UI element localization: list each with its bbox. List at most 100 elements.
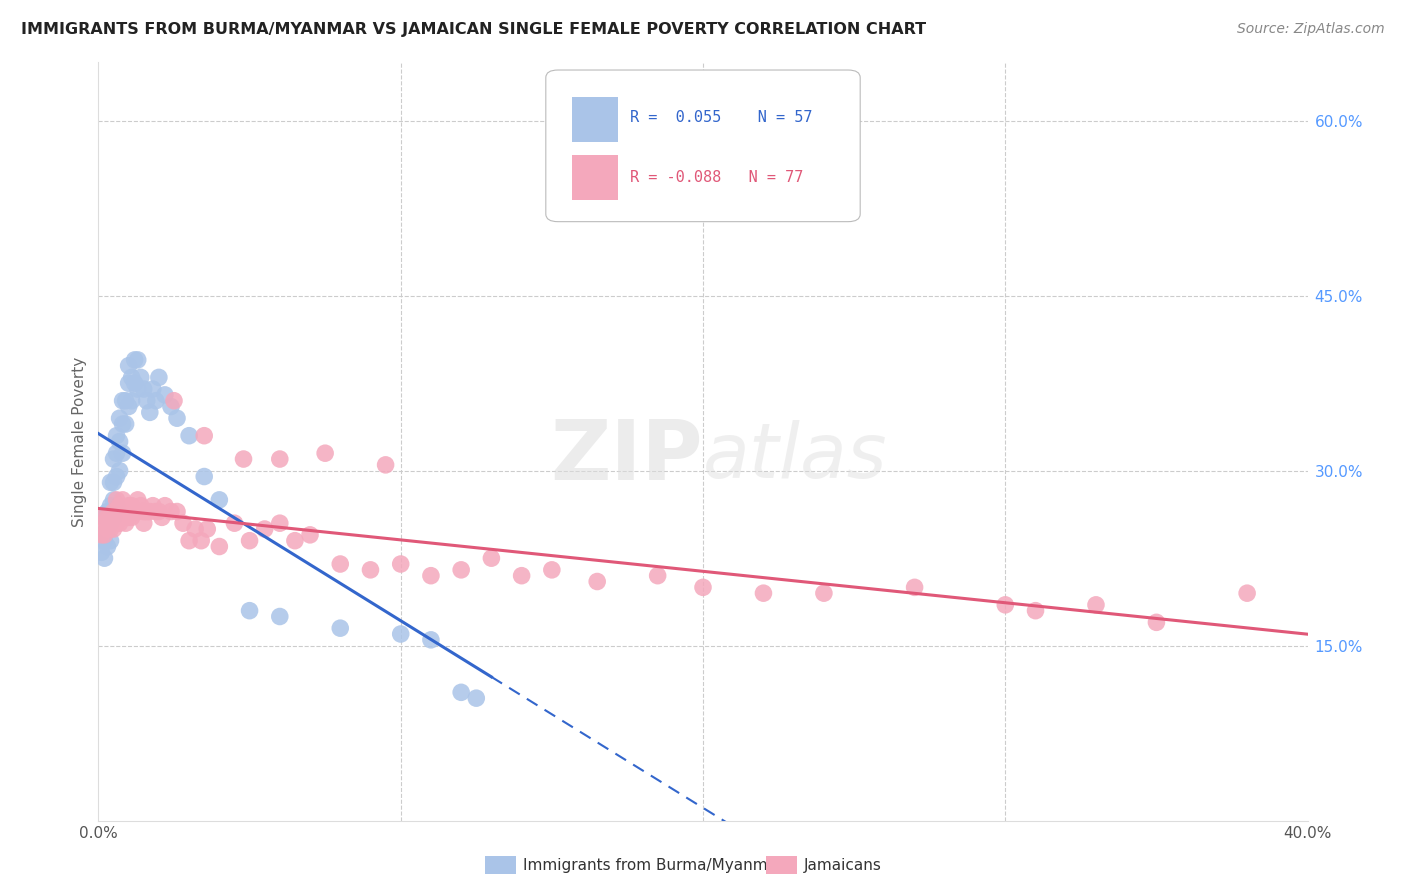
Point bbox=[904, 580, 927, 594]
Point bbox=[121, 393, 143, 408]
Point bbox=[96, 510, 118, 524]
Point bbox=[148, 370, 170, 384]
Point bbox=[108, 434, 131, 449]
Point bbox=[100, 475, 122, 490]
Text: R = -0.088   N = 77: R = -0.088 N = 77 bbox=[630, 170, 804, 186]
Point bbox=[208, 492, 231, 507]
Point bbox=[239, 604, 262, 618]
Point bbox=[163, 393, 186, 408]
Point bbox=[135, 393, 157, 408]
Point bbox=[90, 510, 112, 524]
Point bbox=[540, 563, 562, 577]
Point bbox=[135, 504, 157, 518]
Point bbox=[96, 540, 118, 554]
Point bbox=[105, 499, 128, 513]
Point bbox=[647, 568, 669, 582]
Point bbox=[284, 533, 307, 548]
Point bbox=[90, 545, 112, 559]
Point bbox=[105, 469, 128, 483]
Point bbox=[103, 522, 125, 536]
Point bbox=[118, 499, 141, 513]
Point bbox=[1024, 604, 1046, 618]
Point bbox=[111, 417, 134, 431]
Point bbox=[105, 492, 128, 507]
Point bbox=[124, 376, 146, 391]
Point bbox=[166, 411, 188, 425]
Point bbox=[160, 504, 183, 518]
Text: Immigrants from Burma/Myanmar: Immigrants from Burma/Myanmar bbox=[523, 858, 783, 872]
Point bbox=[269, 452, 291, 467]
Point bbox=[150, 510, 173, 524]
Point bbox=[111, 446, 134, 460]
Point bbox=[142, 499, 165, 513]
Point bbox=[103, 510, 125, 524]
Point bbox=[105, 428, 128, 442]
Point bbox=[114, 417, 136, 431]
Point bbox=[108, 516, 131, 531]
Point bbox=[103, 504, 125, 518]
Point bbox=[90, 528, 112, 542]
Point bbox=[153, 388, 176, 402]
Point bbox=[465, 691, 488, 706]
Point bbox=[127, 382, 149, 396]
Point bbox=[132, 504, 155, 518]
Point bbox=[129, 370, 152, 384]
Point bbox=[121, 510, 143, 524]
Point bbox=[1144, 615, 1167, 630]
Point bbox=[105, 446, 128, 460]
Point bbox=[329, 621, 352, 635]
Point bbox=[179, 428, 201, 442]
Point bbox=[114, 516, 136, 531]
Point bbox=[108, 510, 131, 524]
Point bbox=[190, 533, 212, 548]
Point bbox=[389, 557, 412, 571]
Point bbox=[145, 504, 167, 518]
Point bbox=[195, 522, 218, 536]
Point bbox=[100, 516, 122, 531]
Point bbox=[129, 499, 152, 513]
Point bbox=[93, 551, 115, 566]
Point bbox=[114, 504, 136, 518]
Point bbox=[172, 516, 194, 531]
Point bbox=[124, 504, 146, 518]
Point bbox=[813, 586, 835, 600]
Point bbox=[93, 516, 115, 531]
Point bbox=[510, 568, 533, 582]
Point bbox=[142, 382, 165, 396]
Point bbox=[145, 393, 167, 408]
Point bbox=[994, 598, 1017, 612]
Text: Source: ZipAtlas.com: Source: ZipAtlas.com bbox=[1237, 22, 1385, 37]
Point bbox=[153, 499, 176, 513]
Point bbox=[224, 516, 246, 531]
Point bbox=[103, 492, 125, 507]
Point bbox=[96, 522, 118, 536]
Text: R =  0.055    N = 57: R = 0.055 N = 57 bbox=[630, 110, 813, 125]
Point bbox=[148, 504, 170, 518]
Point bbox=[166, 504, 188, 518]
Point bbox=[127, 504, 149, 518]
Point bbox=[450, 563, 472, 577]
Point bbox=[111, 393, 134, 408]
Point bbox=[118, 510, 141, 524]
Point bbox=[93, 528, 115, 542]
Point bbox=[329, 557, 352, 571]
Point bbox=[127, 492, 149, 507]
Point bbox=[208, 540, 231, 554]
Point bbox=[103, 475, 125, 490]
FancyBboxPatch shape bbox=[546, 70, 860, 221]
Point bbox=[360, 563, 382, 577]
Point bbox=[253, 522, 276, 536]
Point bbox=[124, 352, 146, 367]
Bar bbox=[572, 155, 619, 201]
Point bbox=[105, 516, 128, 531]
Point bbox=[100, 522, 122, 536]
Point bbox=[100, 533, 122, 548]
Point bbox=[450, 685, 472, 699]
Point bbox=[103, 452, 125, 467]
Point bbox=[420, 632, 443, 647]
Y-axis label: Single Female Poverty: Single Female Poverty bbox=[72, 357, 87, 526]
Point bbox=[193, 469, 215, 483]
Point bbox=[93, 510, 115, 524]
Point bbox=[121, 370, 143, 384]
Point bbox=[1236, 586, 1258, 600]
